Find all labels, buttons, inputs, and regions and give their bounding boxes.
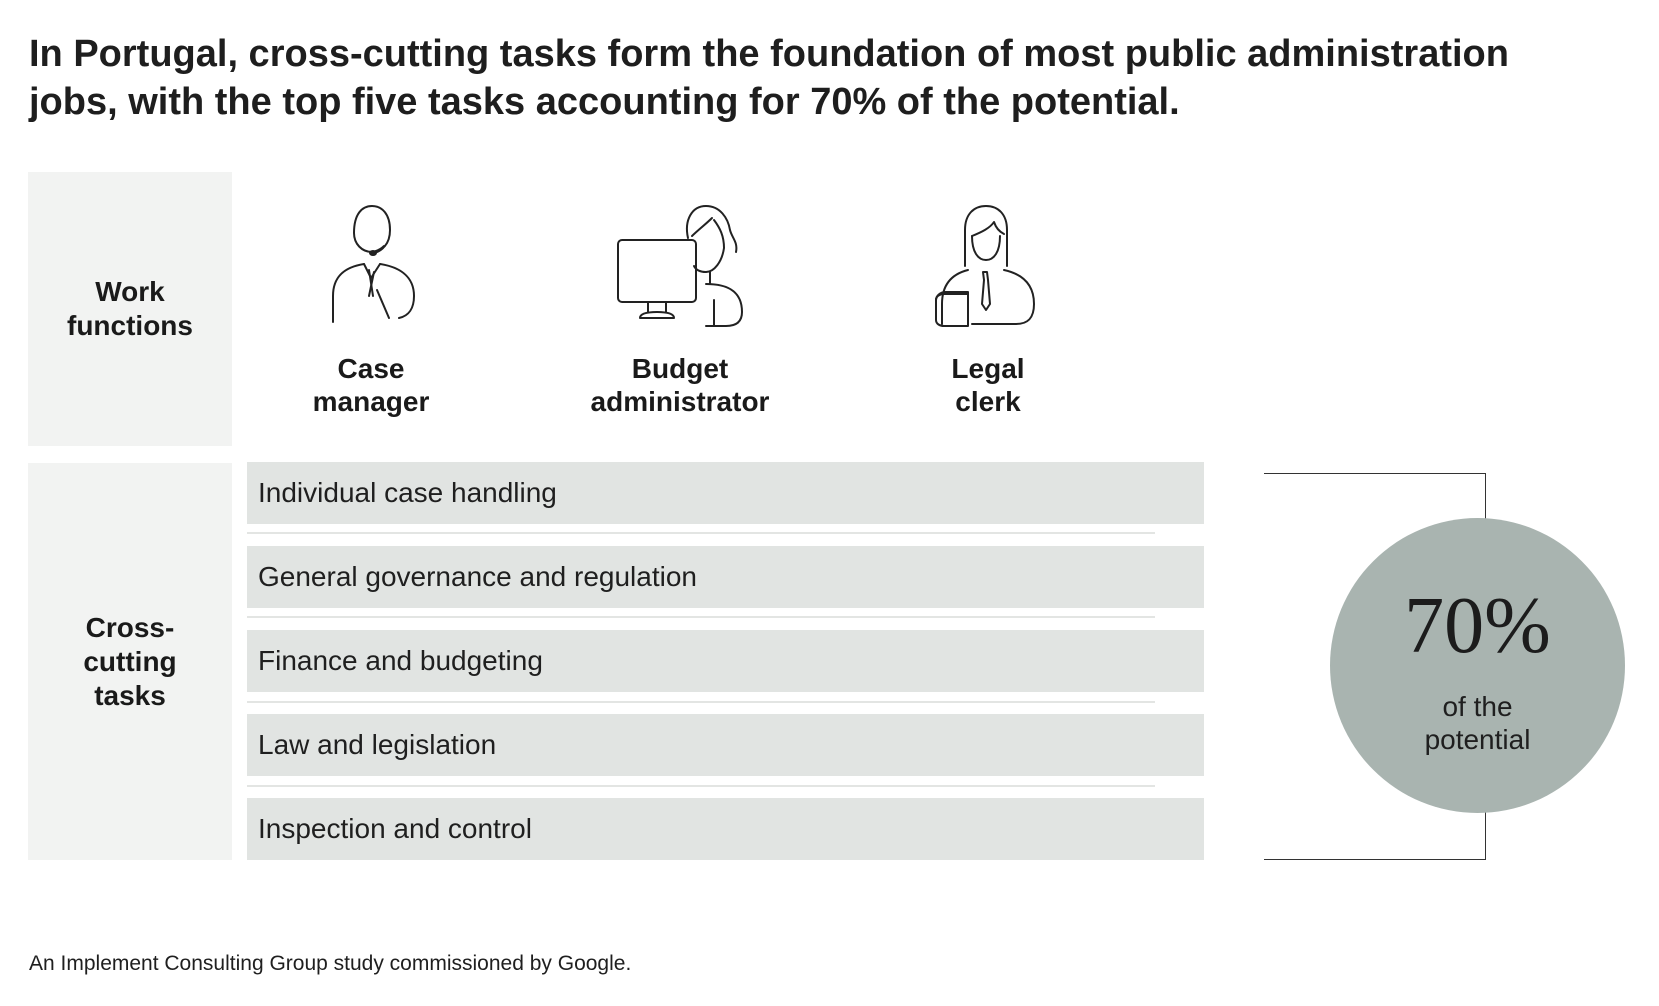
person-computer-icon <box>617 205 743 327</box>
caption-line: potential <box>1424 724 1531 755</box>
role-label-line: clerk <box>955 386 1021 417</box>
work-functions-panel: Work functions <box>28 172 232 446</box>
role-label: Case manager <box>241 352 501 418</box>
person-book-icon <box>935 205 1035 327</box>
task-divider <box>247 532 1155 534</box>
work-functions-heading: Work functions <box>67 275 193 343</box>
role-label-line: Case <box>337 353 405 384</box>
heading-line: functions <box>67 310 193 341</box>
role-legal-clerk: Legal clerk <box>858 200 1118 418</box>
role-label-line: administrator <box>590 386 770 417</box>
role-label-line: Legal <box>951 353 1025 384</box>
heading-line: cutting <box>83 645 177 677</box>
task-divider <box>247 785 1155 787</box>
task-bar: Law and legislation <box>247 714 1204 776</box>
page-title: In Portugal, cross-cutting tasks form th… <box>29 30 1629 126</box>
role-budget-administrator: Budget administrator <box>550 200 810 418</box>
task-bar: Inspection and control <box>247 798 1204 860</box>
heading-line: tasks <box>94 679 166 711</box>
task-bar: Finance and budgeting <box>247 630 1204 692</box>
role-label-line: Budget <box>631 353 729 384</box>
potential-value: 70% <box>1404 582 1551 670</box>
task-divider <box>247 701 1155 703</box>
potential-caption: of the potential <box>1330 690 1625 756</box>
role-label: Legal clerk <box>858 352 1118 418</box>
bracket-bottom-line <box>1264 859 1486 860</box>
task-divider <box>247 616 1155 618</box>
task-bar: Individual case handling <box>247 462 1204 524</box>
source-footnote: An Implement Consulting Group study comm… <box>29 952 632 975</box>
potential-circle: 70% of the potential <box>1330 518 1625 813</box>
cross-cutting-heading: Cross- cutting tasks <box>83 611 176 713</box>
title-line-1: In Portugal, cross-cutting tasks form th… <box>29 33 1509 75</box>
bracket-top-line <box>1264 473 1486 474</box>
task-bar: General governance and regulation <box>247 546 1204 608</box>
role-label: Budget administrator <box>550 352 810 418</box>
cross-cutting-tasks-panel: Cross- cutting tasks <box>28 463 232 860</box>
heading-line: Cross- <box>85 611 175 643</box>
heading-line: Work <box>95 276 165 307</box>
title-line-2: jobs, with the top five tasks accounting… <box>29 81 1180 123</box>
caption-line: of the <box>1442 691 1513 722</box>
role-case-manager: Case manager <box>241 200 501 418</box>
role-label-line: manager <box>312 386 430 417</box>
person-headset-icon <box>332 205 415 323</box>
